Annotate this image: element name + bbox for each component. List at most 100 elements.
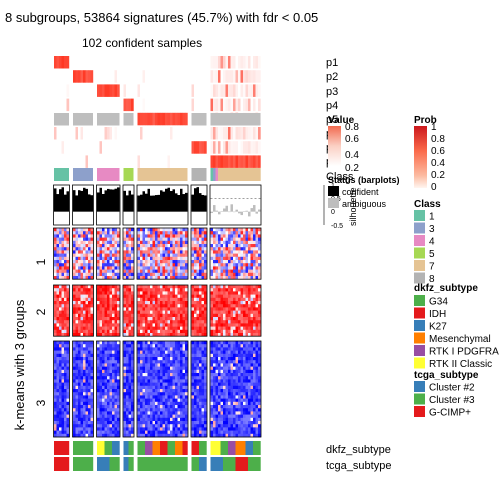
heatmap-cell xyxy=(102,291,105,295)
heatmap-cell xyxy=(54,417,57,422)
heatmap-cell xyxy=(61,234,65,238)
heatmap-cell xyxy=(104,237,108,242)
prob-cell xyxy=(117,98,120,112)
heatmap-cell xyxy=(75,263,79,267)
heatmap-cell xyxy=(165,266,168,270)
heatmap-cell xyxy=(177,291,181,295)
heatmap-cell xyxy=(220,366,224,371)
prob-cell xyxy=(88,56,91,69)
heatmap-cell xyxy=(145,231,148,235)
heatmap-cell xyxy=(201,307,205,311)
heatmap-cell xyxy=(194,392,197,396)
heatmap-cell xyxy=(78,256,81,261)
heatmap-cell xyxy=(250,244,254,248)
heatmap-cell xyxy=(210,320,214,324)
heatmap-cell xyxy=(240,357,244,361)
heatmap-cell xyxy=(162,276,166,280)
heatmap-cell xyxy=(157,304,161,308)
prob-cell xyxy=(123,98,127,112)
heatmap-cell xyxy=(194,276,197,280)
heatmap-cell xyxy=(85,357,89,361)
heatmap-cell xyxy=(78,329,81,334)
heatmap-cell xyxy=(155,313,158,318)
heatmap-cell xyxy=(258,263,261,267)
heatmap-cell xyxy=(230,353,234,358)
heatmap-cell xyxy=(112,357,115,361)
prob-cell xyxy=(97,127,100,140)
heatmap-cell xyxy=(152,294,156,299)
heatmap-cell xyxy=(64,266,67,270)
heatmap-cell xyxy=(245,392,249,396)
heatmap-cell xyxy=(155,244,158,248)
heatmap-cell xyxy=(88,263,91,267)
heatmap-cell xyxy=(191,382,195,387)
heatmap-cell xyxy=(99,247,103,251)
heatmap-cell xyxy=(54,326,57,331)
heatmap-cell xyxy=(228,379,231,383)
heatmap-cell xyxy=(137,385,141,390)
prob-cell xyxy=(73,127,76,140)
heatmap-cell xyxy=(85,263,89,267)
heatmap-cell xyxy=(199,320,202,324)
heatmap-cell xyxy=(157,424,161,428)
heatmap-cell xyxy=(185,276,188,280)
heatmap-cell xyxy=(172,244,176,248)
heatmap-cell xyxy=(102,430,105,435)
heatmap-cell xyxy=(243,379,246,383)
prob-cell xyxy=(78,98,81,112)
prob-cell xyxy=(213,98,216,112)
heatmap-cell xyxy=(126,237,129,242)
prob-cell xyxy=(75,127,79,140)
heatmap-cell xyxy=(165,231,168,235)
prob-cell xyxy=(157,84,161,97)
prob-cell xyxy=(90,84,94,97)
heatmap-cell xyxy=(131,369,134,374)
heatmap-cell xyxy=(225,260,229,264)
heatmap-cell xyxy=(83,360,86,364)
heatmap-cell xyxy=(196,369,200,374)
prob-cell xyxy=(233,141,236,154)
heatmap-cell xyxy=(114,347,118,351)
heatmap-cell xyxy=(201,424,205,428)
heatmap-slice-border xyxy=(53,340,70,438)
heatmap-cell xyxy=(114,272,118,277)
prob-cell xyxy=(230,141,234,154)
heatmap-cell xyxy=(253,307,256,311)
heatmap-cell xyxy=(182,385,186,390)
heatmap-cell xyxy=(170,307,173,311)
heatmap-cell xyxy=(155,411,158,415)
heatmap-cell xyxy=(245,341,249,345)
prob-cell xyxy=(160,155,163,168)
heatmap-cell xyxy=(177,401,181,406)
heatmap-cell xyxy=(155,269,158,274)
heatmap-cell xyxy=(107,427,110,431)
heatmap-cell xyxy=(223,392,226,396)
heatmap-cell xyxy=(253,294,256,299)
heatmap-cell xyxy=(83,350,86,355)
heatmap-cell xyxy=(56,250,60,254)
heatmap-cell xyxy=(61,326,65,331)
heatmap-cell xyxy=(90,333,94,337)
heatmap-cell xyxy=(131,353,134,358)
prob-cell xyxy=(258,70,261,83)
heatmap-cell xyxy=(220,313,224,318)
heatmap-cell xyxy=(230,360,234,364)
heatmap-cell xyxy=(228,304,231,308)
heatmap-cell xyxy=(78,392,81,396)
heatmap-cell xyxy=(83,307,86,311)
prob-cell xyxy=(204,98,207,112)
heatmap-cell xyxy=(80,294,84,299)
prob-cell xyxy=(228,155,231,168)
heatmap-cell xyxy=(66,350,70,355)
heatmap-cell xyxy=(88,313,91,318)
heatmap-cell xyxy=(90,231,94,235)
prob-cell xyxy=(165,141,168,154)
heatmap-cell xyxy=(109,408,113,412)
heatmap-cell xyxy=(155,329,158,334)
heatmap-cell xyxy=(54,256,57,261)
prob-cell xyxy=(75,155,79,168)
heatmap-cell xyxy=(140,398,143,403)
heatmap-cell xyxy=(114,363,118,367)
heatmap-cell xyxy=(150,244,153,248)
heatmap-cell xyxy=(162,244,166,248)
